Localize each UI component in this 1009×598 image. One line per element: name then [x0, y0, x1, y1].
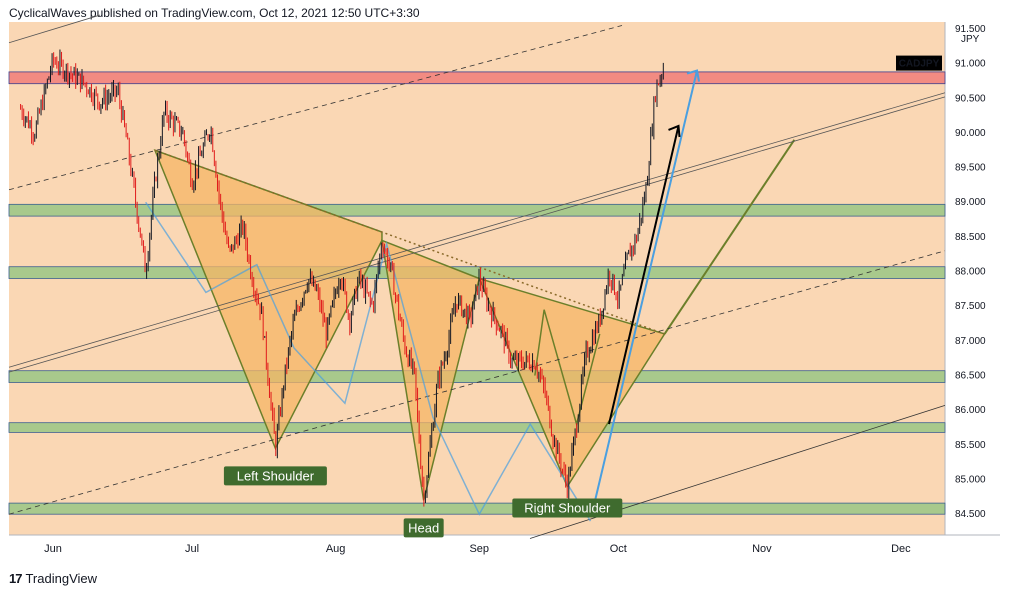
y-tick-label: 90.000 [955, 128, 986, 139]
tradingview-logo-icon: 17 [9, 571, 23, 586]
x-tick-label: Nov [752, 543, 772, 555]
blue-arrow-head [686, 69, 701, 82]
dashed-mid-upper [8, 25, 623, 191]
tradingview-brand: TradingView [25, 571, 98, 586]
zone-support-2 [8, 266, 946, 279]
currency-label: JPY [961, 34, 980, 45]
y-tick-label: 89.500 [955, 163, 986, 174]
pattern-label-box [512, 498, 623, 518]
y-tick-label: 88.000 [955, 267, 986, 278]
tradingview-footer[interactable]: 17 TradingView [9, 571, 97, 586]
y-tick-label: 85.500 [955, 440, 986, 451]
zone-support-1 [8, 203, 946, 217]
pattern-labels: Left Shoulder Head Right Shoulder [223, 466, 623, 538]
x-tick-label: Sep [469, 543, 489, 555]
x-tick-label: Aug [326, 543, 346, 555]
x-tick-label: Oct [610, 543, 627, 555]
target-line-green [663, 139, 796, 335]
price-axis: 91.500 91.000 90.500 90.000 89.500 89.000 88.5… [896, 24, 986, 520]
fractal-projection [145, 201, 592, 522]
x-tick-label: Jul [185, 543, 199, 555]
pattern-label-box [403, 518, 444, 538]
symbol-badge-label: CADJPY [899, 59, 940, 70]
y-tick-label: 90.500 [955, 93, 986, 104]
y-tick-label: 87.000 [955, 336, 986, 347]
zone-support-3 [8, 370, 946, 383]
blue-target-arrow [594, 70, 699, 501]
black-target-arrow [608, 125, 680, 425]
dashed-lower [8, 250, 946, 515]
publish-attribution: CyclicalWaves published on TradingView.c… [9, 6, 420, 20]
pattern-label-2: Right Shoulder [524, 500, 611, 515]
pattern-label-box [223, 466, 327, 486]
channel-line-b [8, 96, 946, 373]
channel-line-a [8, 92, 946, 368]
x-tick-label: Jun [44, 543, 62, 555]
price-series [20, 49, 664, 507]
x-tick-label: Dec [891, 543, 911, 555]
zone-resistance-0 [8, 71, 946, 85]
time-axis: Jun Jul Aug Sep Oct Nov Dec [44, 543, 911, 555]
y-tick-label: 87.500 [955, 301, 986, 312]
inner-shoulder-line [534, 309, 601, 427]
upper-channel-top [8, 14, 101, 44]
y-tick-label: 86.000 [955, 405, 986, 416]
y-tick-label: 91.500 [955, 24, 986, 35]
y-tick-label: 85.000 [955, 475, 986, 486]
pattern-label-0: Left Shoulder [237, 468, 315, 483]
y-tick-label: 84.500 [955, 509, 986, 520]
zone-support-4 [8, 422, 946, 433]
projection-arrows [145, 69, 701, 522]
y-tick-label: 86.500 [955, 371, 986, 382]
y-tick-label: 91.000 [955, 59, 986, 70]
symbol-badge [896, 55, 942, 71]
neckline [154, 149, 665, 335]
black-arrow-head [668, 124, 681, 138]
pattern-label-1: Head [408, 520, 439, 535]
y-tick-label: 89.000 [955, 197, 986, 208]
y-tick-label: 88.500 [955, 232, 986, 243]
